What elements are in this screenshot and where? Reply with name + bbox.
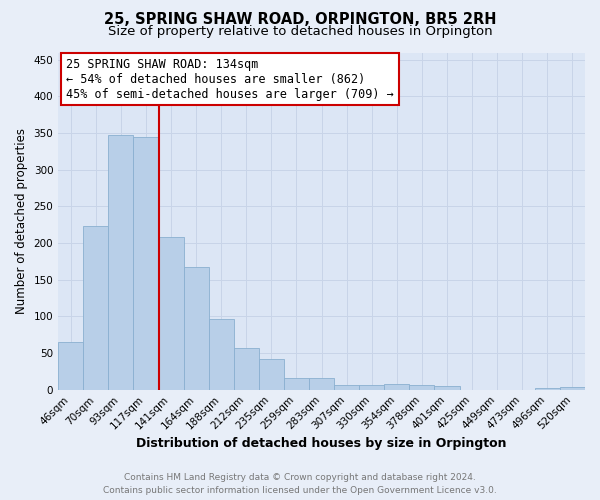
X-axis label: Distribution of detached houses by size in Orpington: Distribution of detached houses by size … bbox=[136, 437, 507, 450]
Bar bbox=[133, 137, 158, 390]
Bar bbox=[309, 378, 334, 390]
Bar bbox=[184, 266, 209, 390]
Bar bbox=[209, 318, 234, 390]
Bar bbox=[58, 342, 83, 390]
Bar bbox=[535, 388, 560, 390]
Bar bbox=[334, 386, 359, 390]
Bar bbox=[284, 378, 309, 390]
Bar bbox=[359, 386, 385, 390]
Bar bbox=[158, 237, 184, 390]
Bar bbox=[409, 386, 434, 390]
Bar bbox=[560, 387, 585, 390]
Text: Size of property relative to detached houses in Orpington: Size of property relative to detached ho… bbox=[107, 25, 493, 38]
Bar bbox=[109, 136, 133, 390]
Y-axis label: Number of detached properties: Number of detached properties bbox=[15, 128, 28, 314]
Text: 25 SPRING SHAW ROAD: 134sqm
← 54% of detached houses are smaller (862)
45% of se: 25 SPRING SHAW ROAD: 134sqm ← 54% of det… bbox=[66, 58, 394, 100]
Bar bbox=[434, 386, 460, 390]
Bar bbox=[83, 226, 109, 390]
Text: 25, SPRING SHAW ROAD, ORPINGTON, BR5 2RH: 25, SPRING SHAW ROAD, ORPINGTON, BR5 2RH bbox=[104, 12, 496, 28]
Bar bbox=[234, 348, 259, 390]
Bar bbox=[259, 359, 284, 390]
Text: Contains HM Land Registry data © Crown copyright and database right 2024.
Contai: Contains HM Land Registry data © Crown c… bbox=[103, 474, 497, 495]
Bar bbox=[385, 384, 409, 390]
